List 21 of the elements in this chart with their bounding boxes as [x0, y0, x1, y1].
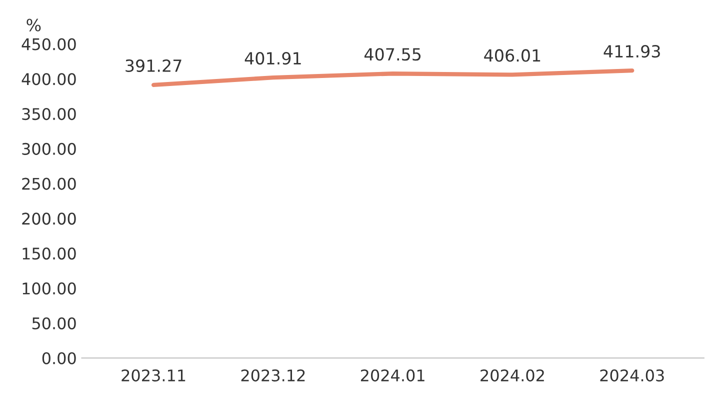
y-tick-label: 150.00 [22, 248, 76, 260]
y-tick-label: 50.00 [32, 317, 76, 330]
y-tick-label: 450.00 [22, 38, 76, 50]
x-tick-label: 2024.01 [360, 369, 424, 382]
x-tick-label: 2024.03 [600, 369, 664, 382]
x-tick-label: 2023.12 [241, 369, 305, 382]
data-label: 407.55 [364, 48, 421, 61]
y-tick-label: 250.00 [22, 178, 76, 190]
data-label: 401.91 [244, 52, 301, 65]
y-tick-label: 350.00 [22, 108, 76, 120]
x-tick-label: 2024.02 [480, 369, 544, 382]
y-axis-title: % [26, 18, 41, 32]
data-label: 391.27 [126, 59, 182, 72]
y-tick-label: 400.00 [22, 73, 76, 86]
y-tick-label: 200.00 [22, 212, 76, 225]
y-tick-label: 100.00 [22, 282, 76, 295]
y-tick-label: 300.00 [22, 142, 76, 155]
data-label: 411.93 [604, 45, 660, 58]
y-tick-label: 0.00 [42, 352, 76, 364]
data-label: 406.01 [484, 49, 540, 62]
x-tick-label: 2023.11 [122, 369, 186, 382]
